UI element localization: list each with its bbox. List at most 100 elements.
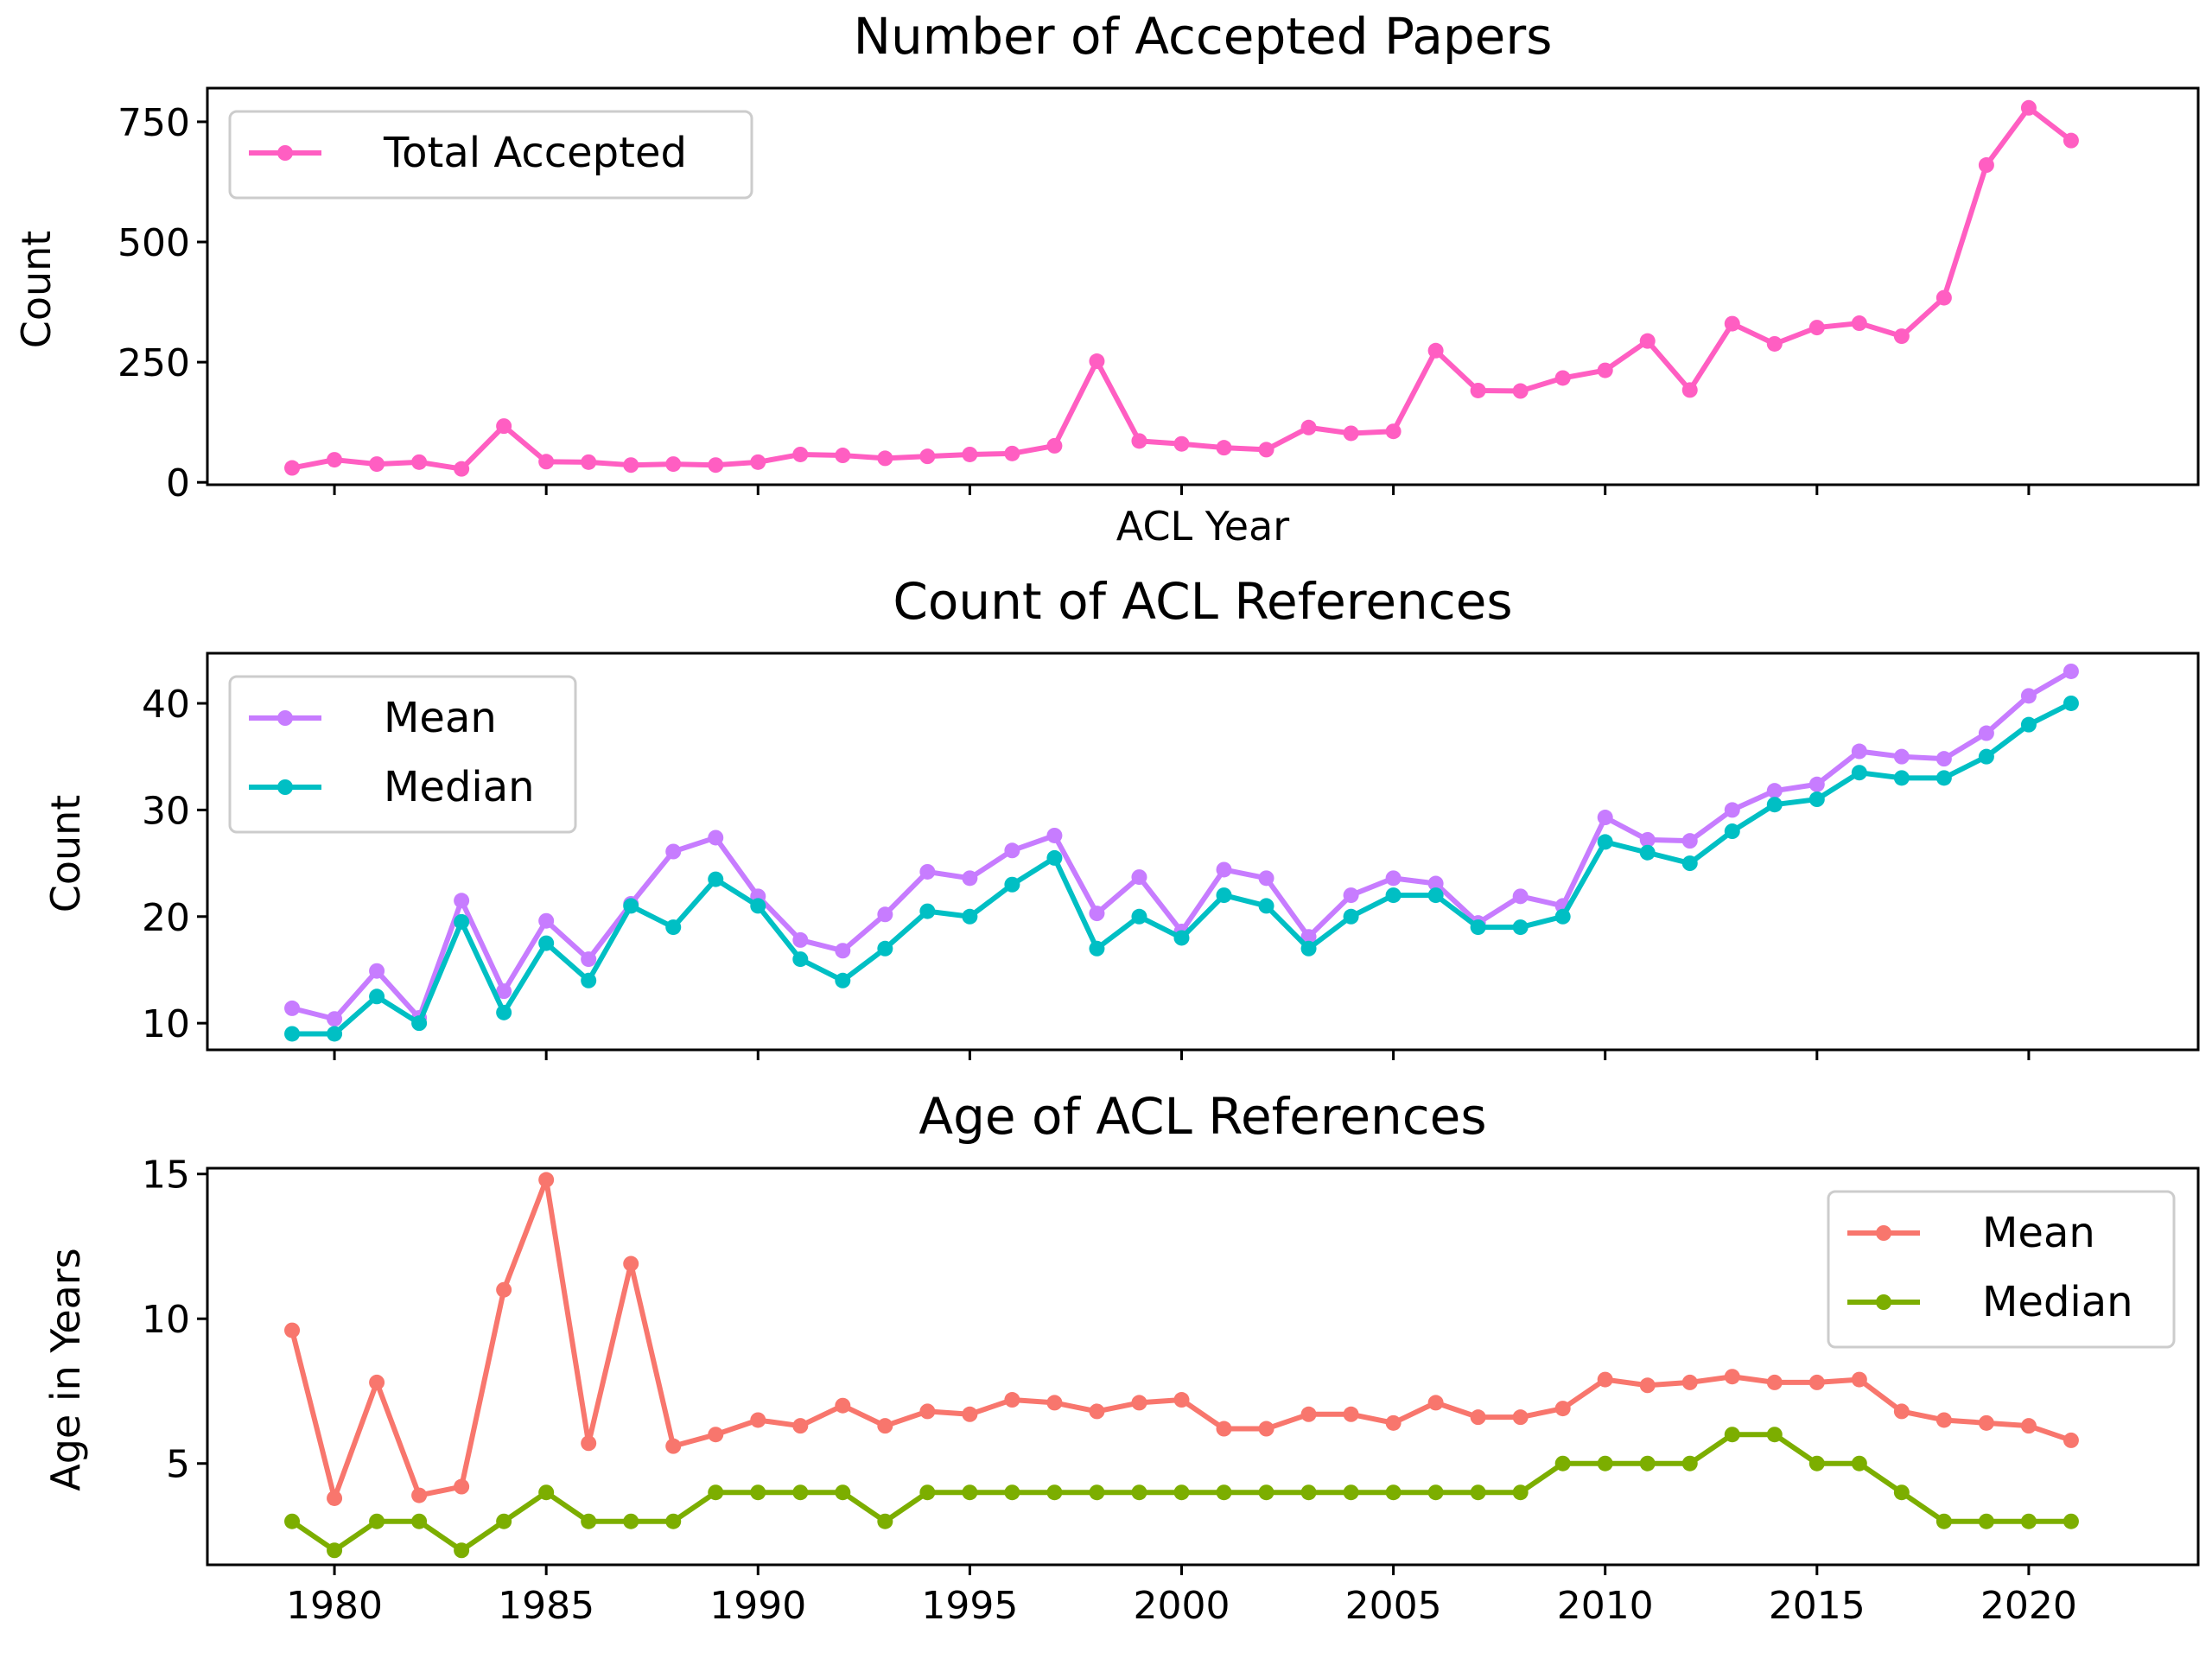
data-point [792, 446, 809, 462]
y-axis-label: Count [13, 231, 60, 349]
data-point [623, 898, 639, 914]
data-point [2063, 132, 2079, 149]
data-point [665, 919, 682, 936]
data-point [1004, 1484, 1020, 1501]
y-tick-label: 10 [142, 1298, 190, 1342]
data-point [1300, 1484, 1317, 1501]
series-layer [284, 663, 2079, 1042]
data-point [1893, 748, 1910, 765]
data-point [1004, 842, 1020, 859]
data-point [2020, 716, 2037, 733]
data-point [962, 446, 978, 462]
legend-label: Median [1982, 1278, 2133, 1326]
data-point [708, 457, 724, 474]
data-point [1893, 1484, 1910, 1501]
data-point [1936, 1412, 1952, 1428]
y-tick-label: 750 [118, 101, 190, 145]
data-point [538, 1484, 555, 1501]
data-point [1724, 802, 1740, 818]
data-point [919, 1484, 936, 1501]
y-axis-label: Count [42, 795, 89, 913]
data-point [1766, 1374, 1783, 1390]
data-point [1385, 423, 1402, 440]
data-point [1681, 1455, 1698, 1471]
data-point [1978, 725, 1994, 741]
y-tick-label: 20 [142, 896, 190, 940]
data-point [962, 870, 978, 887]
data-point [369, 456, 385, 473]
data-point [1936, 770, 1952, 786]
legend-box [228, 110, 753, 200]
y-tick-label: 15 [142, 1154, 190, 1198]
data-point [1131, 908, 1147, 925]
data-point [327, 1026, 343, 1042]
plot-frame [206, 652, 2200, 1052]
series-layer [284, 99, 2079, 477]
x-tick-label: 1980 [286, 1584, 383, 1628]
data-point [538, 912, 555, 929]
data-point [1681, 1374, 1698, 1390]
data-point [2063, 1432, 2079, 1448]
data-point [496, 1281, 512, 1298]
plot-frame [206, 1166, 2200, 1567]
data-point [1512, 919, 1529, 936]
data-point [2020, 1513, 2037, 1529]
data-point [708, 830, 724, 846]
x-tick-label: 2020 [1980, 1584, 2077, 1628]
data-point [1385, 1484, 1402, 1501]
data-point [1724, 1427, 1740, 1443]
data-point [1089, 1403, 1105, 1420]
y-tick-label: 30 [142, 789, 190, 833]
data-point [538, 454, 555, 470]
data-point [792, 951, 809, 968]
data-point [1597, 362, 1613, 378]
data-point [1597, 1455, 1613, 1471]
data-point [1470, 1409, 1486, 1426]
acl-references-count-panel: Count of ACL References Count 10 20 30 40 M… [42, 572, 2200, 1060]
data-point [1427, 342, 1444, 359]
data-point [1851, 1371, 1867, 1388]
data-point [1766, 783, 1783, 799]
data-point [1851, 315, 1867, 332]
data-point [1385, 870, 1402, 887]
data-point [1893, 770, 1910, 786]
data-point [1851, 743, 1867, 760]
data-point [1808, 320, 1825, 336]
legend-label: Mean [1982, 1209, 2095, 1257]
y-tick-label: 10 [142, 1002, 190, 1046]
data-point [1427, 1395, 1444, 1411]
data-point [1131, 1395, 1147, 1411]
data-point [1046, 1395, 1063, 1411]
data-point [1300, 940, 1317, 957]
data-point [1385, 887, 1402, 904]
data-point [1512, 1409, 1529, 1426]
data-point [1724, 1369, 1740, 1385]
data-point [1089, 940, 1105, 957]
data-point [1300, 929, 1317, 945]
data-point [1427, 875, 1444, 892]
data-point [708, 1427, 724, 1443]
data-point [623, 1513, 639, 1529]
legend-marker [277, 710, 293, 726]
data-point [1936, 1513, 1952, 1529]
data-point [1427, 887, 1444, 904]
data-point [1004, 876, 1020, 893]
data-point [919, 903, 936, 919]
data-point [1089, 353, 1105, 370]
data-point [1216, 861, 1232, 878]
data-point [1427, 1484, 1444, 1501]
data-point [1808, 1455, 1825, 1471]
data-point [1216, 887, 1232, 904]
legend-label: Total Accepted [383, 129, 687, 177]
data-point [2020, 99, 2037, 116]
axis-ticks: 0 250 500 750 [118, 101, 2031, 505]
data-point [792, 931, 809, 948]
data-point [2063, 695, 2079, 711]
acl-references-age-panel: Age of ACL References Age in Years 5 10 15… [42, 1087, 2200, 1628]
data-point [581, 454, 597, 470]
data-point [1343, 1406, 1359, 1422]
data-point [877, 906, 893, 923]
data-point [1639, 333, 1656, 349]
data-point [327, 1011, 343, 1027]
